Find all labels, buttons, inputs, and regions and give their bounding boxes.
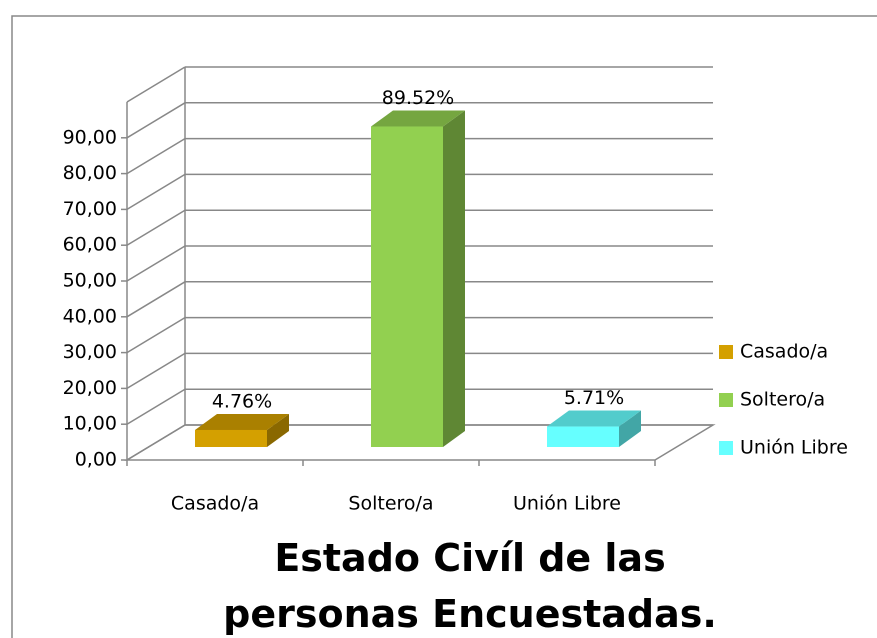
grid-line <box>126 102 713 139</box>
chart-title: Estado Civíl de las personas Encuestadas… <box>223 536 717 636</box>
y-tick-label: 30,00 <box>63 341 117 363</box>
y-tick-label: 60,00 <box>63 234 117 256</box>
legend-label: Unión Libre <box>740 437 848 459</box>
legend-swatch <box>719 441 733 455</box>
x-tick-label: Unión Libre <box>513 493 621 515</box>
y-tick-label: 10,00 <box>63 413 117 435</box>
x-tick-label: Casado/a <box>171 493 259 515</box>
y-tick-label: 90,00 <box>63 126 117 148</box>
x-tick-label: Soltero/a <box>348 493 433 515</box>
bar <box>195 429 267 447</box>
legend-label: Soltero/a <box>740 389 825 411</box>
grid-line <box>126 173 713 211</box>
grid-line <box>126 281 713 318</box>
bar <box>371 126 443 447</box>
value-label: 5.71% <box>564 387 624 409</box>
chart-border <box>11 15 877 638</box>
legend-swatch <box>719 345 733 359</box>
grid-line <box>126 424 713 461</box>
y-tick-label: 40,00 <box>63 305 117 327</box>
bar-side <box>443 110 465 447</box>
y-tick-label: 50,00 <box>63 270 117 292</box>
grid-line <box>126 209 713 246</box>
grid-line <box>126 316 713 354</box>
value-label: 89.52% <box>382 87 454 109</box>
legend-swatch <box>719 393 733 407</box>
y-tick-label: 70,00 <box>63 198 117 220</box>
grid-line <box>126 352 713 390</box>
bar-top <box>195 413 289 430</box>
grid-line <box>126 245 713 282</box>
wall-top <box>126 66 186 103</box>
y-tick-label: 0,00 <box>75 449 117 471</box>
bar-side <box>267 413 289 447</box>
legend-label: Casado/a <box>740 341 828 363</box>
bar-top <box>371 110 465 127</box>
bar <box>547 426 619 447</box>
bar-top <box>547 410 641 427</box>
grid-line <box>126 137 713 175</box>
grid-line <box>126 388 713 425</box>
bar-side <box>619 410 641 447</box>
value-label: 4.76% <box>212 390 272 412</box>
y-tick-label: 20,00 <box>63 377 117 399</box>
y-tick-label: 80,00 <box>63 162 117 184</box>
